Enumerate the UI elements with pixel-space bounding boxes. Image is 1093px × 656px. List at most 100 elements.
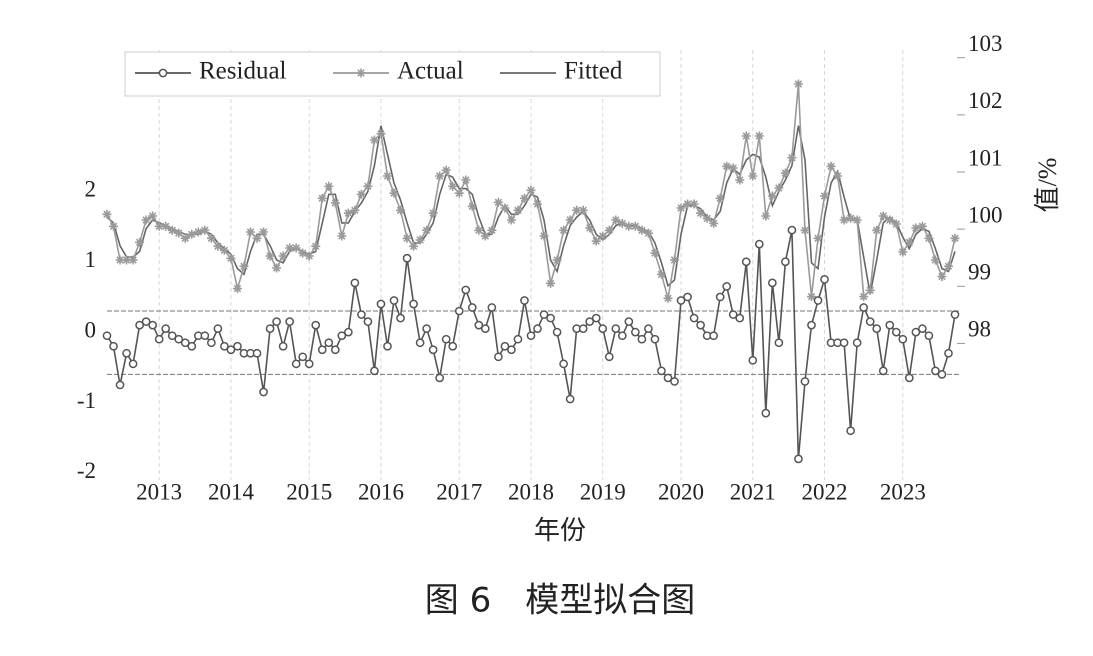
marker: [350, 278, 360, 288]
marker: [591, 313, 601, 323]
marker: [174, 228, 184, 238]
marker: [944, 348, 953, 358]
marker: [715, 292, 725, 302]
marker: [363, 317, 373, 326]
marker: [872, 324, 882, 333]
marker: [826, 161, 836, 171]
marker: [806, 292, 816, 302]
marker: [448, 341, 458, 351]
marker: [441, 334, 451, 344]
x-tick-label: 2017: [436, 479, 482, 504]
marker: [494, 352, 503, 362]
marker: [148, 320, 158, 330]
marker: [141, 215, 151, 225]
marker: [252, 233, 262, 243]
marker: [213, 324, 223, 333]
y2-tick-label: 100: [968, 202, 1003, 227]
marker: [930, 255, 940, 265]
marker: [344, 327, 353, 337]
marker: [454, 188, 464, 198]
x-tick-label: 2013: [136, 479, 182, 504]
marker: [604, 225, 614, 235]
marker: [754, 131, 764, 141]
marker: [578, 324, 588, 333]
marker: [696, 320, 705, 330]
marker: [767, 191, 777, 201]
marker: [115, 380, 125, 390]
y-tick-label: -1: [77, 388, 96, 413]
marker: [807, 320, 816, 330]
marker: [585, 223, 595, 233]
legend-marker: [356, 68, 366, 78]
marker: [422, 225, 432, 235]
marker: [800, 377, 810, 386]
y2-tick-label: 98: [968, 317, 991, 342]
marker: [435, 171, 445, 181]
marker: [474, 320, 484, 330]
marker: [291, 359, 301, 369]
marker: [526, 331, 536, 341]
marker: [754, 239, 764, 249]
marker: [304, 251, 314, 261]
marker: [291, 243, 301, 253]
marker: [820, 191, 830, 201]
marker: [839, 338, 849, 348]
marker: [793, 79, 803, 89]
marker: [389, 296, 399, 305]
marker: [161, 324, 171, 333]
marker: [141, 317, 151, 326]
marker: [891, 219, 901, 229]
marker: [135, 320, 144, 330]
marker: [200, 225, 210, 235]
marker: [924, 233, 934, 243]
marker: [507, 345, 516, 355]
marker: [461, 285, 471, 295]
marker: [865, 285, 875, 295]
marker: [813, 296, 823, 305]
marker: [278, 251, 288, 261]
marker: [500, 341, 510, 351]
legend-box: [124, 51, 661, 97]
marker: [154, 334, 164, 344]
marker: [278, 341, 288, 351]
marker: [611, 324, 621, 333]
marker: [272, 317, 281, 326]
marker: [820, 275, 829, 284]
marker: [102, 209, 112, 219]
marker: [311, 320, 321, 330]
marker: [774, 338, 784, 348]
marker: [559, 359, 568, 369]
marker: [513, 334, 523, 344]
marker: [493, 197, 503, 207]
marker: [552, 327, 562, 337]
marker: [402, 253, 412, 263]
marker: [161, 221, 171, 231]
marker: [846, 426, 855, 436]
marker: [233, 341, 242, 351]
marker: [898, 247, 908, 257]
marker: [128, 359, 138, 369]
marker: [200, 331, 210, 341]
marker: [539, 231, 549, 241]
marker: [520, 296, 529, 305]
legend-label: Residual: [199, 58, 287, 85]
marker: [402, 233, 412, 243]
y-tick-label: 0: [85, 317, 97, 342]
marker: [422, 324, 431, 333]
marker: [644, 324, 653, 333]
y2-tick-label: 103: [968, 31, 1003, 56]
marker: [369, 135, 379, 145]
marker: [852, 338, 862, 348]
marker: [591, 236, 601, 246]
marker: [317, 345, 327, 355]
x-tick-label: 2018: [508, 479, 554, 504]
marker: [467, 201, 477, 211]
x-tick-label: 2021: [730, 479, 776, 504]
marker: [454, 306, 464, 316]
marker: [311, 241, 321, 251]
marker: [624, 221, 634, 231]
marker: [904, 373, 914, 383]
marker: [298, 248, 308, 258]
marker: [624, 317, 634, 326]
